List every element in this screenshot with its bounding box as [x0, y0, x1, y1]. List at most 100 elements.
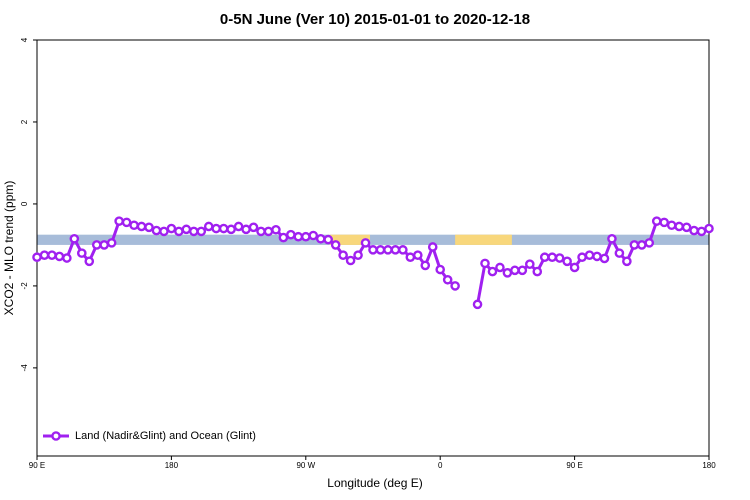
point: [39, 250, 50, 260]
point: [383, 245, 393, 255]
point: [129, 220, 139, 231]
band-highlight: [329, 234, 371, 245]
point: [637, 240, 647, 250]
point: [263, 226, 274, 237]
x-tick-label: 180: [165, 461, 179, 470]
point: [32, 252, 42, 263]
point: [196, 226, 207, 237]
y-tick-label: 0: [20, 201, 29, 206]
point: [308, 230, 319, 241]
point: [539, 252, 550, 263]
point: [510, 265, 520, 276]
point: [442, 274, 453, 285]
point: [136, 221, 147, 232]
y-tick-label: -2: [20, 282, 29, 290]
point: [293, 231, 304, 242]
y-tick-label: 2: [20, 119, 29, 124]
point: [84, 256, 95, 267]
point: [666, 220, 677, 231]
point: [338, 250, 348, 260]
point: [644, 238, 655, 248]
point: [256, 226, 266, 237]
point: [502, 267, 513, 278]
point: [226, 224, 236, 235]
point: [345, 255, 356, 266]
point: [704, 223, 714, 234]
point: [599, 253, 610, 264]
point: [427, 242, 438, 252]
point: [390, 245, 401, 255]
point: [577, 252, 587, 263]
point: [300, 231, 311, 242]
point: [554, 253, 565, 263]
x-tick-label: 90 E: [566, 461, 582, 470]
point: [375, 245, 386, 255]
point: [203, 221, 214, 232]
y-tick-label: 4: [20, 37, 29, 42]
legend-marker: [51, 431, 61, 441]
legend-label: Land (Nadir&Glint) and Ocean (Glint): [75, 430, 256, 442]
point: [629, 240, 640, 250]
point: [532, 266, 543, 277]
point: [62, 253, 72, 263]
point: [450, 281, 460, 291]
x-tick-label: 180: [702, 461, 716, 470]
point: [405, 252, 416, 263]
point: [99, 240, 109, 250]
point: [241, 224, 251, 235]
point: [278, 232, 289, 243]
point: [696, 226, 707, 237]
point: [181, 224, 192, 235]
point: [435, 264, 446, 275]
x-tick-label: 90 W: [296, 461, 315, 470]
point: [286, 229, 296, 240]
point: [584, 250, 595, 260]
plot-frame: [36, 39, 710, 457]
point: [547, 252, 558, 263]
point: [218, 223, 229, 234]
point: [412, 250, 423, 260]
point: [233, 221, 244, 232]
point: [651, 216, 662, 226]
point: [689, 225, 699, 236]
band: [37, 234, 709, 245]
point: [659, 217, 670, 228]
x-axis-label: Longitude (deg E): [327, 476, 422, 490]
point: [480, 258, 490, 269]
point: [271, 224, 281, 235]
point: [681, 222, 692, 233]
point: [368, 245, 378, 255]
point: [211, 223, 221, 234]
x-tick-label: 90 E: [29, 461, 45, 470]
point: [188, 226, 199, 237]
point: [91, 240, 102, 250]
x-tick-label: 0: [438, 461, 443, 470]
band-highlight: [455, 234, 512, 245]
point: [562, 256, 572, 267]
point: [353, 250, 363, 260]
point: [144, 222, 154, 233]
point: [420, 260, 431, 271]
point: [398, 245, 408, 255]
point: [674, 221, 684, 232]
point: [495, 262, 505, 273]
point: [69, 233, 80, 244]
point: [569, 262, 580, 273]
point: [166, 223, 177, 234]
point: [121, 217, 132, 228]
point: [54, 251, 65, 262]
point: [315, 233, 326, 244]
point: [47, 250, 57, 260]
point: [487, 266, 498, 277]
y-axis-label: XCO2 - MLO trend (ppm): [2, 181, 16, 316]
point: [114, 216, 124, 226]
point: [360, 238, 371, 248]
point: [151, 225, 162, 236]
point: [323, 234, 334, 245]
series-line: [36, 219, 710, 305]
point: [77, 248, 87, 258]
y-tick-label: -4: [20, 364, 29, 372]
point: [592, 251, 602, 262]
point: [106, 238, 117, 248]
point: [159, 226, 169, 237]
